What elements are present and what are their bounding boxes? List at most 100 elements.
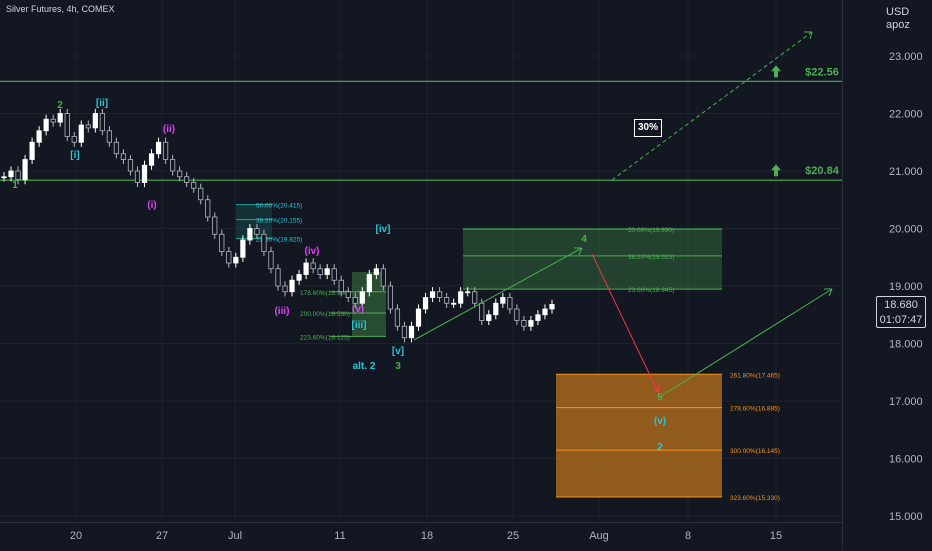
- candle-body: [549, 303, 555, 310]
- grid: [0, 0, 842, 522]
- candle-body: [408, 325, 415, 339]
- y-tick-label: 21.000: [889, 166, 923, 178]
- candle-body: [226, 251, 232, 264]
- wave-label: (iii): [275, 306, 290, 317]
- candle-body: [415, 308, 422, 327]
- candle-body: [338, 279, 344, 293]
- candle-body: [465, 291, 471, 294]
- time-axis[interactable]: 2027Jul111825Aug81522: [0, 522, 842, 551]
- candle-body: [22, 159, 28, 181]
- y-tick-label: 19.000: [889, 281, 923, 293]
- wave-label: [i]: [70, 150, 79, 161]
- candle-body: [99, 113, 105, 132]
- candle-body: [507, 297, 513, 310]
- candle-body: [148, 153, 155, 166]
- currency-label: USD: [886, 6, 910, 18]
- candle-body: [162, 141, 169, 160]
- candle-body: [85, 124, 91, 129]
- wave-label: (v): [352, 304, 364, 315]
- red-arrow-head-icon: [651, 383, 660, 393]
- fib-level-label: 200.00%(18.530): [300, 311, 350, 318]
- wave-label: 3: [395, 361, 401, 372]
- candle-body: [212, 216, 218, 235]
- fib-level-label: 38.20%(19.525): [628, 254, 674, 261]
- axis-header: USD apoz: [886, 6, 910, 32]
- price-axis[interactable]: 15.000 16.000 17.000 18.000 19.000 20.000 21.0…: [842, 0, 932, 550]
- candle-body: [233, 256, 239, 264]
- bullish-projection-path: [611, 31, 813, 181]
- candle-body: [289, 279, 295, 293]
- candle-body: [43, 118, 49, 132]
- x-tick-label: 25: [507, 530, 519, 542]
- candle-body: [254, 228, 260, 235]
- bar-countdown: 01:07:47: [879, 314, 923, 326]
- candle-body: [205, 199, 211, 218]
- wave-label: (ii): [163, 124, 175, 135]
- recovery-projection: [657, 288, 833, 399]
- candle-body: [92, 113, 98, 129]
- candle-body: [134, 170, 141, 183]
- candle-body: [106, 130, 112, 143]
- fib-level-label: 38.20%(20.155): [256, 218, 302, 225]
- wave-labels: 1 2 [i] [ii] (i) (ii) (iii) (iv) (v) [iii] [iv] [v]…: [12, 98, 666, 453]
- candle-body: [436, 291, 443, 298]
- candle-body: [247, 228, 253, 241]
- candle-body: [359, 291, 365, 304]
- axis-subtitle: apoz: [886, 19, 910, 31]
- fib-zone-0: [236, 204, 272, 239]
- wave-label: [ii]: [96, 98, 108, 109]
- arrow-head-icon: [574, 247, 583, 256]
- candle-body: [345, 291, 351, 298]
- candle-body: [36, 130, 42, 143]
- candle-body: [387, 285, 394, 310]
- candle-body: [29, 141, 35, 160]
- candle-body: [141, 164, 148, 183]
- wave-label: alt. 2: [353, 361, 376, 372]
- up-arrow-icon: [771, 65, 781, 78]
- candle-body: [191, 182, 197, 189]
- price-chart: 50.00%(20.415) 38.20%(20.155) 23.60%(19.82…: [0, 0, 842, 522]
- candle-body: [451, 302, 457, 305]
- symbol-title: Silver Futures, 4h, COMEX: [6, 4, 115, 14]
- candle-body: [170, 159, 176, 172]
- fib-level-label: 261.80%(17.465): [730, 372, 780, 379]
- y-tick-label: 18.000: [889, 339, 923, 351]
- y-tick-label: 20.000: [889, 224, 923, 236]
- candle-body: [310, 262, 316, 270]
- candle-body: [373, 268, 379, 275]
- fib-zone-3: [556, 374, 722, 498]
- candle-body: [521, 320, 527, 327]
- fib-level-label: 50.00%(19.990): [628, 227, 674, 234]
- projection-arrows: [413, 31, 833, 399]
- candle-body: [472, 291, 478, 304]
- probability-badge: 30%: [634, 119, 662, 137]
- candle-body: [184, 176, 190, 183]
- wave-label: (iv): [305, 246, 320, 257]
- candle-body: [303, 262, 309, 275]
- wave-label: 2: [57, 100, 63, 111]
- x-tick-label: Jul: [228, 530, 242, 542]
- wave-5-projection: [591, 253, 659, 393]
- fib-level-label: 223.60%(18.125): [300, 334, 350, 341]
- candle-body: [198, 187, 204, 201]
- wave-label: 2: [657, 442, 663, 453]
- candle-body: [514, 308, 520, 321]
- candle-body: [57, 113, 63, 123]
- wave-label: (v): [654, 416, 666, 427]
- candle-body: [500, 297, 506, 304]
- candle-body: [401, 325, 408, 339]
- y-tick-label: 23.000: [889, 51, 923, 63]
- candle-body: [331, 268, 337, 281]
- fib-level-label: 23.60%(19.825): [256, 237, 302, 244]
- candle-body: [120, 153, 127, 160]
- wave-label: [iii]: [352, 320, 367, 331]
- candle-body: [261, 233, 267, 252]
- x-tick-label: 27: [156, 530, 168, 542]
- candle-body: [317, 268, 323, 275]
- wave-label: [iv]: [376, 224, 391, 235]
- x-tick-label: 18: [421, 530, 433, 542]
- candle-body: [380, 268, 386, 287]
- wave-label: 1: [12, 180, 18, 191]
- wave-label: (i): [147, 200, 156, 211]
- candle-body: [275, 268, 281, 287]
